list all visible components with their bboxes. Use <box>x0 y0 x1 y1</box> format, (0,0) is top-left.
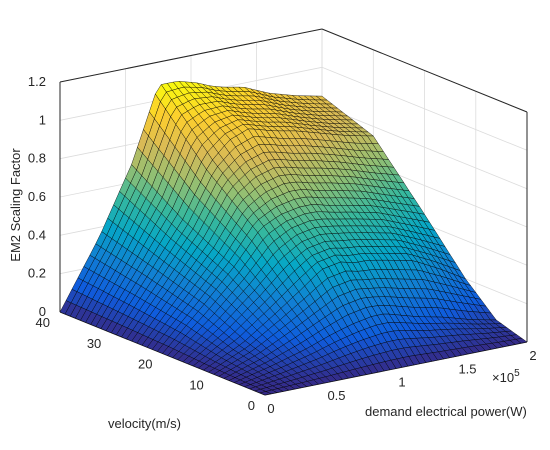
z-tick-label: 1.2 <box>28 74 46 89</box>
surface-cell <box>259 391 272 396</box>
x-tick-label: 1.5 <box>458 361 476 376</box>
x-axis-label: demand electrical power(W) <box>365 404 527 419</box>
z-tick-label: 0.6 <box>28 189 46 204</box>
z-tick-label: 0.4 <box>28 227 46 242</box>
surface-mesh <box>59 81 528 396</box>
y-tick-label: 20 <box>138 357 152 372</box>
x-multiplier-base: ×10 <box>492 370 514 385</box>
y-tick-label: 30 <box>87 336 101 351</box>
y-axis-label: velocity(m/s) <box>108 416 181 431</box>
x-tick-label: 0.5 <box>327 388 345 403</box>
z-tick-label: 0 <box>39 304 46 319</box>
z-tick-label: 0.2 <box>28 266 46 281</box>
x-tick-label: 1 <box>398 375 405 390</box>
z-tick-label: 0.8 <box>28 151 46 166</box>
z-axis-label: EM2 Scaling Factor <box>8 148 23 262</box>
y-tick-label: 10 <box>189 377 203 392</box>
x-multiplier-exponent: 5 <box>514 368 520 379</box>
x-axis-multiplier: ×105 <box>492 368 520 385</box>
x-tick-label: 2 <box>529 348 536 363</box>
y-tick-label: 0 <box>248 398 255 413</box>
axis-edge <box>59 28 323 83</box>
axis-edge <box>321 28 528 113</box>
z-tick-label: 1 <box>39 112 46 127</box>
y-tick-label: 40 <box>36 315 50 330</box>
x-tick-label: 0 <box>267 401 274 416</box>
